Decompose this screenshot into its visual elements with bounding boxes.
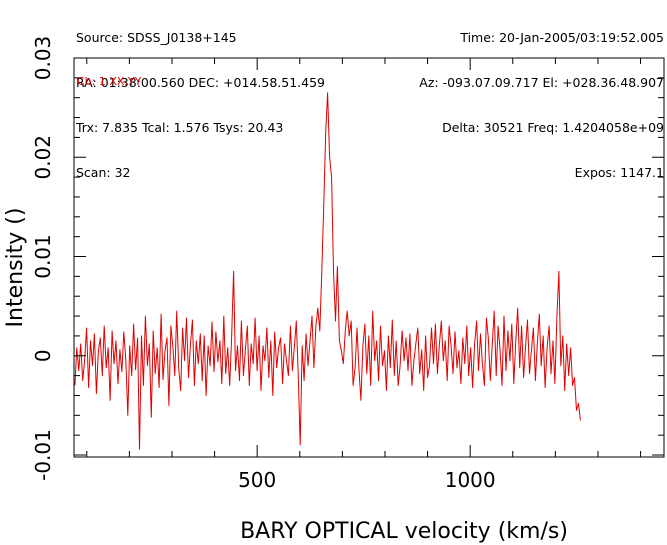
x-tick-label: 500	[238, 468, 276, 492]
x-axis-label: BARY OPTICAL velocity (km/s)	[240, 519, 568, 544]
series-label: Ch: 1 XX,YY	[77, 75, 142, 88]
plot-frame	[73, 57, 665, 458]
az-el-line: Az: -093.07.09.717 El: +028.36.48.907	[419, 75, 664, 90]
y-tick-label: 0	[31, 349, 55, 362]
time-line: Time: 20-Jan-2005/03:19:52.005	[460, 30, 664, 45]
delta-freq-line: Delta: 30521 Freq: 1.4204058e+09	[442, 120, 664, 135]
ticks-layer: 500 1000 -0.01 0 0.01 0.02 0.03	[31, 36, 664, 492]
series-line-xx-yy	[74, 92, 581, 450]
y-axis-label: Intensity ()	[3, 208, 28, 328]
header-right: Time: 20-Jan-2005/03:19:52.005 Az: -093.…	[419, 0, 664, 195]
expos-line: Expos: 1147.1	[574, 165, 664, 180]
y-tick-label: -0.01	[31, 429, 55, 481]
y-tick-label: 0.01	[31, 234, 55, 279]
trx-tcal-tsys-line: Trx: 7.835 Tcal: 1.576 Tsys: 20.43	[76, 120, 284, 135]
source-line: Source: SDSS_J0138+145	[76, 30, 237, 45]
x-tick-label: 1000	[445, 468, 496, 492]
scan-line: Scan: 32	[76, 165, 131, 180]
series-layer	[74, 92, 581, 450]
y-tick-label: 0.03	[31, 36, 55, 81]
y-tick-label: 0.02	[31, 135, 55, 180]
ra-dec-line: RA: 01:38:00.560 DEC: +014.58.51.459	[76, 75, 325, 90]
header-left: Source: SDSS_J0138+145 RA: 01:38:00.560 …	[76, 0, 325, 195]
